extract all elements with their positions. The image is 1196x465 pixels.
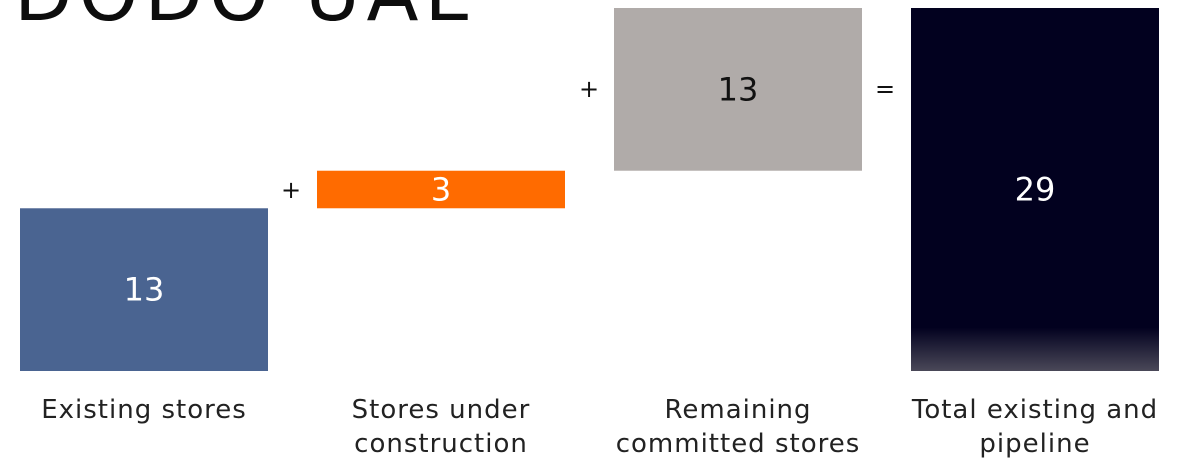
bar-4: [911, 8, 1159, 371]
bar-3: [614, 8, 862, 171]
chart-title: DODO UAE: [14, 0, 478, 32]
bar-value-label-2: 3: [431, 171, 451, 209]
category-label-2: Stores under construction: [351, 395, 531, 459]
bar-1: [20, 208, 268, 371]
plus-operator-1: +: [281, 176, 301, 204]
bar-value-label-1: 13: [124, 271, 165, 309]
category-label-1: Existing stores: [41, 395, 247, 425]
category-label-3: Remaining committed stores: [615, 395, 861, 459]
bar-2: [317, 170, 565, 209]
bar-value-label-4: 29: [1015, 171, 1056, 209]
bar-value-label-3: 13: [718, 70, 759, 108]
waterfall-chart: 13 3 13 29 + + =: [20, 8, 1159, 371]
equals-operator: =: [875, 75, 895, 103]
category-label-4: Total existing and pipeline: [911, 395, 1159, 459]
plus-operator-2: +: [579, 75, 599, 103]
